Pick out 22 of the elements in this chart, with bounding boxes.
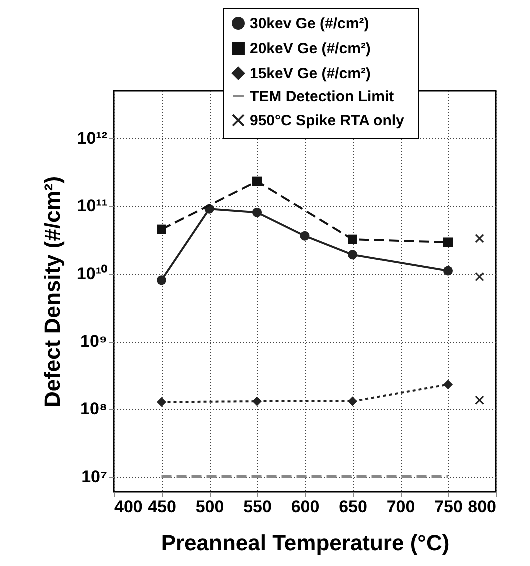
y-axis-title: Defect Density (#/cm²) [40,176,65,408]
x-tick-label: 650 [339,498,368,516]
legend-label: 30kev Ge (#/cm²) [250,16,370,32]
x-tick-label: 400 [114,498,143,516]
y-tick-label: 10¹² [77,128,108,148]
legend-label: 20keV Ge (#/cm²) [250,40,371,58]
x-tick-label: 450 [148,498,176,516]
x-tick-label: 700 [386,498,416,516]
y-tick-label: 10¹⁰ [76,264,108,284]
legend-label: TEM Detection Limit [250,88,394,106]
legend-label: 15keV Ge (#/cm²) [250,66,371,82]
x-tick-label: 800 [468,498,496,516]
y-tick-label: 10⁹ [80,332,108,352]
x-axis-title: Preanneal Temperature (°C) [161,530,450,556]
y-tick-label: 10⁸ [80,400,108,419]
x-tick-label: 500 [196,498,224,516]
y-tick-label: 10⁷ [82,467,108,486]
x-tick-label: 750 [434,498,463,516]
y-tick-label: 10¹¹ [77,196,108,216]
x-tick-label: 550 [244,498,272,516]
legend-label: 950°C Spike RTA only [250,112,406,130]
x-tick-label: 600 [291,498,320,516]
